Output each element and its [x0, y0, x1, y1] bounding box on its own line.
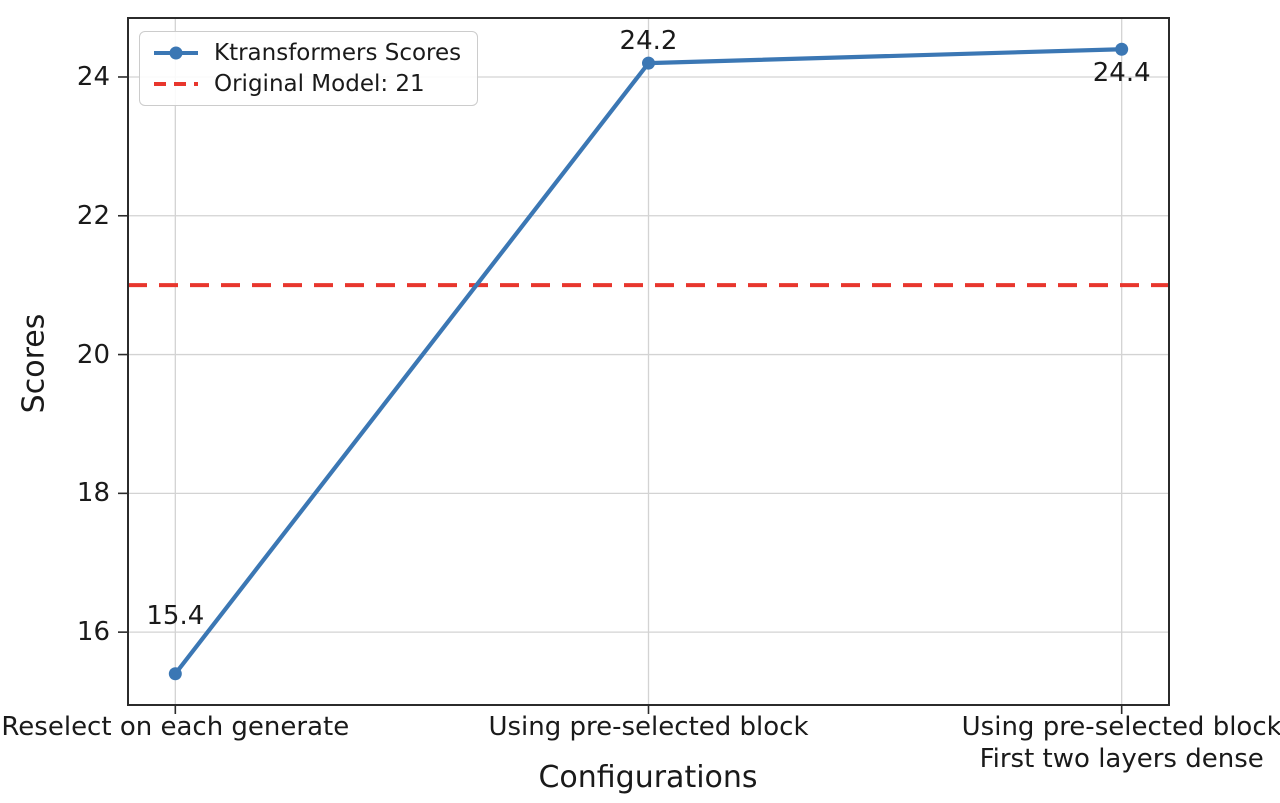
y-tick-label: 18 [76, 478, 110, 509]
point-value-label: 15.4 [146, 601, 204, 631]
y-tick-label: 24 [76, 61, 110, 92]
data-point-marker [168, 667, 182, 681]
legend-item-ktransformers-scores: Ktransformers Scores [152, 39, 461, 67]
x-tick-label-line: First two layers dense [979, 744, 1264, 774]
legend-label-series: Ktransformers Scores [214, 40, 462, 66]
point-value-label: 24.2 [620, 26, 678, 56]
x-tick-label: Reselect on each generate [0, 711, 435, 743]
y-tick-label: 20 [76, 339, 110, 370]
x-tick-label-line: Reselect on each generate [1, 712, 350, 742]
x-tick-label-line: Using pre-selected block [961, 712, 1280, 742]
data-point-marker [1115, 42, 1129, 56]
x-axis-label: Configurations [538, 760, 758, 795]
dashed-line-icon [154, 82, 198, 86]
legend: Ktransformers Scores Original Model: 21 [139, 31, 479, 106]
y-tick-label: 16 [76, 617, 110, 648]
point-value-label: 24.4 [1093, 58, 1151, 88]
legend-label-reference: Original Model: 21 [214, 71, 425, 97]
x-tick-label: Using pre-selected block [389, 711, 909, 743]
x-tick-label-line: Using pre-selected block [488, 712, 809, 742]
series-line-icon [154, 46, 198, 60]
data-point-marker [642, 56, 655, 70]
y-tick-label: 22 [76, 200, 110, 231]
legend-item-original-model: Original Model: 21 [152, 70, 461, 98]
x-tick-label: Using pre-selected block First two layers… [862, 711, 1280, 775]
